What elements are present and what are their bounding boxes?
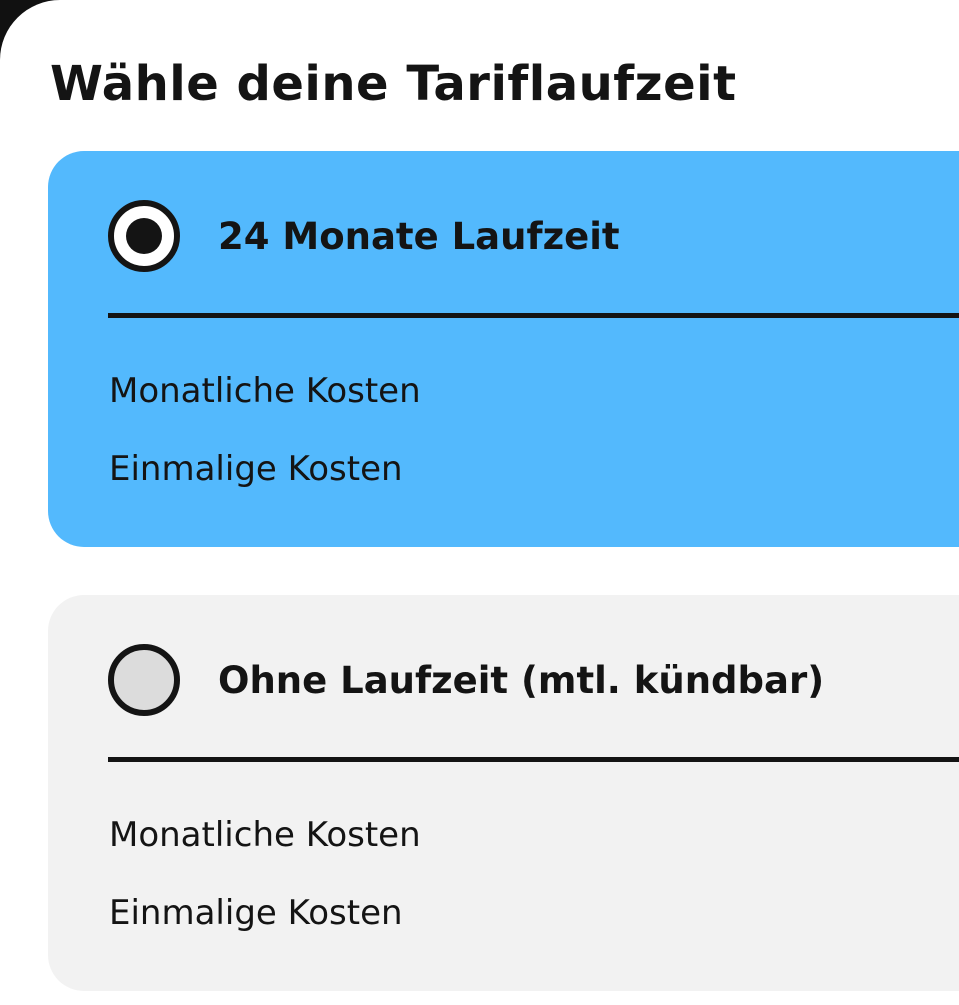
radio-dot-icon xyxy=(126,218,162,254)
one-time-costs-label: Einmalige Kosten xyxy=(109,449,403,489)
divider xyxy=(108,313,959,318)
divider xyxy=(108,757,959,762)
option-label: Ohne Laufzeit (mtl. kündbar) xyxy=(218,659,825,702)
monthly-costs-label: Monatliche Kosten xyxy=(109,371,421,411)
one-time-costs-label: Einmalige Kosten xyxy=(109,893,403,933)
radio-unselected-icon[interactable] xyxy=(108,644,180,716)
option-24-months[interactable]: 24 Monate Laufzeit Monatliche Kosten Ein… xyxy=(48,151,959,547)
page-title: Wähle deine Tariflaufzeit xyxy=(50,56,737,112)
radio-selected-icon[interactable] xyxy=(108,200,180,272)
monthly-costs-label: Monatliche Kosten xyxy=(109,815,421,855)
option-no-term[interactable]: Ohne Laufzeit (mtl. kündbar) Monatliche … xyxy=(48,595,959,991)
option-label: 24 Monate Laufzeit xyxy=(218,215,620,258)
